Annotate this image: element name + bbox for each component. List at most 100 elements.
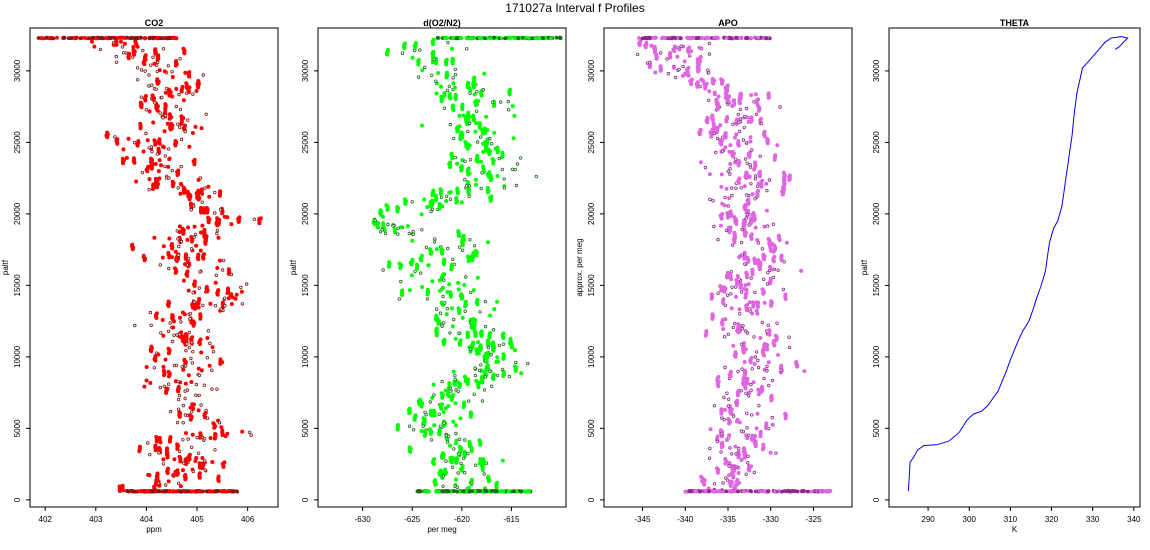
data-point-co2	[203, 384, 206, 387]
data-point-do2n2	[452, 77, 455, 80]
data-point-co2	[168, 237, 171, 240]
data-point-apo	[710, 293, 713, 296]
data-point-apo	[757, 189, 760, 192]
data-point-co2	[187, 226, 190, 229]
data-point-co2	[156, 70, 159, 73]
data-point-co2	[164, 484, 167, 487]
data-point-do2n2	[482, 165, 485, 168]
data-point-apo	[724, 366, 727, 369]
data-point-co2	[201, 456, 204, 459]
data-point-do2n2	[398, 298, 401, 301]
data-point-co2	[162, 334, 165, 337]
data-point-apo	[722, 482, 725, 485]
data-point-do2n2	[382, 222, 385, 225]
data-point-do2n2	[443, 490, 446, 493]
data-point-apo	[746, 37, 749, 40]
data-point-apo	[704, 490, 707, 493]
data-point-co2	[178, 450, 181, 453]
data-point-do2n2	[472, 289, 475, 292]
data-point-apo	[738, 121, 741, 124]
data-point-apo	[750, 465, 753, 468]
x-axis-label-co2: ppm	[146, 525, 162, 534]
data-point-apo	[768, 269, 771, 272]
data-point-apo	[753, 471, 756, 474]
data-point-co2	[184, 333, 187, 336]
data-point-co2	[178, 126, 181, 129]
data-point-do2n2	[482, 142, 485, 145]
data-point-co2	[153, 62, 156, 65]
data-point-do2n2	[440, 392, 443, 395]
x-tick-label-theta: 330	[1086, 515, 1100, 524]
data-point-co2	[139, 122, 142, 125]
data-point-do2n2	[502, 332, 505, 335]
data-point-co2	[165, 87, 168, 90]
data-point-do2n2	[449, 291, 452, 294]
data-point-co2	[116, 138, 119, 141]
data-point-apo	[705, 37, 708, 40]
panel-do2n2: d(O2/N2)-630 -625 -620 -6150500010000150002…	[289, 18, 566, 534]
data-point-apo	[728, 150, 731, 153]
data-point-do2n2	[446, 441, 449, 444]
data-point-co2	[200, 351, 203, 354]
data-point-co2	[155, 312, 158, 315]
x-tick-label-co2: 405	[190, 515, 204, 524]
data-point-co2	[183, 263, 186, 266]
data-point-apo	[780, 254, 783, 257]
x-tick-label-co2: 403	[89, 515, 103, 524]
data-point-apo	[674, 37, 677, 40]
data-point-co2	[172, 474, 175, 477]
data-point-apo	[751, 368, 754, 371]
data-point-apo	[757, 98, 760, 101]
data-point-apo	[731, 464, 734, 467]
data-point-apo	[767, 490, 770, 493]
data-point-do2n2	[451, 394, 454, 397]
data-point-apo	[819, 490, 822, 493]
data-point-apo	[743, 287, 746, 290]
data-point-co2	[151, 163, 154, 166]
data-point-apo	[720, 185, 723, 188]
data-point-do2n2	[467, 118, 470, 121]
data-point-co2	[172, 320, 175, 323]
data-point-apo	[689, 37, 692, 40]
data-point-apo	[803, 370, 806, 373]
y-tick-label-theta: 30000	[872, 59, 881, 82]
data-point-co2	[182, 438, 185, 441]
data-point-apo	[688, 46, 691, 49]
data-point-apo	[731, 150, 734, 153]
data-point-apo	[719, 224, 722, 227]
data-point-do2n2	[408, 289, 411, 292]
data-point-co2	[142, 254, 145, 257]
data-point-apo	[768, 384, 771, 387]
data-point-apo	[734, 445, 737, 448]
data-point-do2n2	[478, 490, 481, 493]
data-point-co2	[182, 368, 185, 371]
data-point-do2n2	[406, 225, 409, 228]
data-point-co2	[209, 302, 212, 305]
data-point-co2	[45, 36, 48, 39]
data-point-do2n2	[455, 432, 458, 435]
data-point-apo	[733, 231, 736, 234]
data-point-do2n2	[435, 92, 438, 95]
data-point-do2n2	[463, 283, 466, 286]
data-point-do2n2	[449, 444, 452, 447]
data-point-co2	[151, 84, 154, 87]
data-point-co2	[164, 114, 167, 117]
data-point-co2	[188, 453, 191, 456]
data-point-co2	[179, 485, 182, 488]
data-point-do2n2	[493, 308, 496, 311]
data-point-do2n2	[472, 81, 475, 84]
data-point-co2	[202, 74, 205, 77]
y-tick-label-do2n2: 25000	[301, 131, 310, 154]
data-point-apo	[707, 99, 710, 102]
data-point-co2	[109, 37, 112, 40]
data-point-apo	[735, 453, 738, 456]
data-point-co2	[204, 187, 207, 190]
data-point-do2n2	[480, 187, 483, 190]
data-point-co2	[180, 240, 183, 243]
data-point-co2	[155, 88, 158, 91]
data-point-do2n2	[483, 37, 486, 40]
data-point-apo	[735, 278, 738, 281]
data-point-do2n2	[480, 364, 483, 367]
data-point-co2	[214, 432, 217, 435]
data-point-do2n2	[470, 326, 473, 329]
